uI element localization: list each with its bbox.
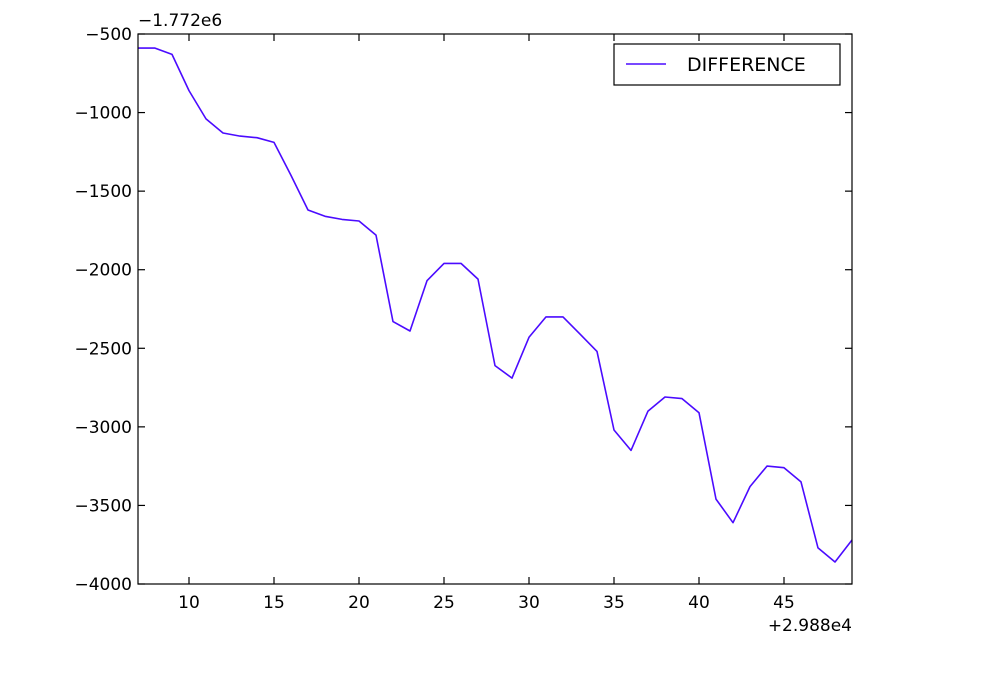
- x-tick-label: 45: [773, 593, 795, 613]
- y-tick-label: −3500: [74, 496, 132, 516]
- x-offset-label: +2.988e4: [768, 616, 852, 636]
- y-tick-label: −3000: [74, 418, 132, 438]
- x-tick-label: 40: [688, 593, 710, 613]
- y-tick-label: −2000: [74, 261, 132, 281]
- y-tick-label: −1000: [74, 104, 132, 124]
- x-tick-label: 35: [603, 593, 625, 613]
- x-tick-label: 30: [518, 593, 540, 613]
- x-tick-label: 10: [178, 593, 200, 613]
- x-tick-label: 20: [348, 593, 370, 613]
- x-axis: 10 15 20 25 30 35 40 45: [178, 34, 795, 613]
- y-tick-label: −1500: [74, 182, 132, 202]
- y-tick-label: −500: [85, 25, 132, 45]
- series-layer: [138, 47, 853, 563]
- y-tick-label: −2500: [74, 339, 132, 359]
- x-tick-label: 15: [263, 593, 285, 613]
- y-tick-label: −4000: [74, 575, 132, 595]
- x-tick-label: 25: [433, 593, 455, 613]
- legend: DIFFERENCE: [613, 43, 841, 86]
- y-offset-label: −1.772e6: [138, 11, 222, 31]
- legend-label-difference: DIFFERENCE: [687, 54, 806, 76]
- y-axis: −500 −1000 −1500 −2000 −2500 −3000 −3500 −4000: [74, 25, 852, 595]
- plot-frame: [137, 33, 853, 585]
- series-line-difference: [138, 47, 853, 563]
